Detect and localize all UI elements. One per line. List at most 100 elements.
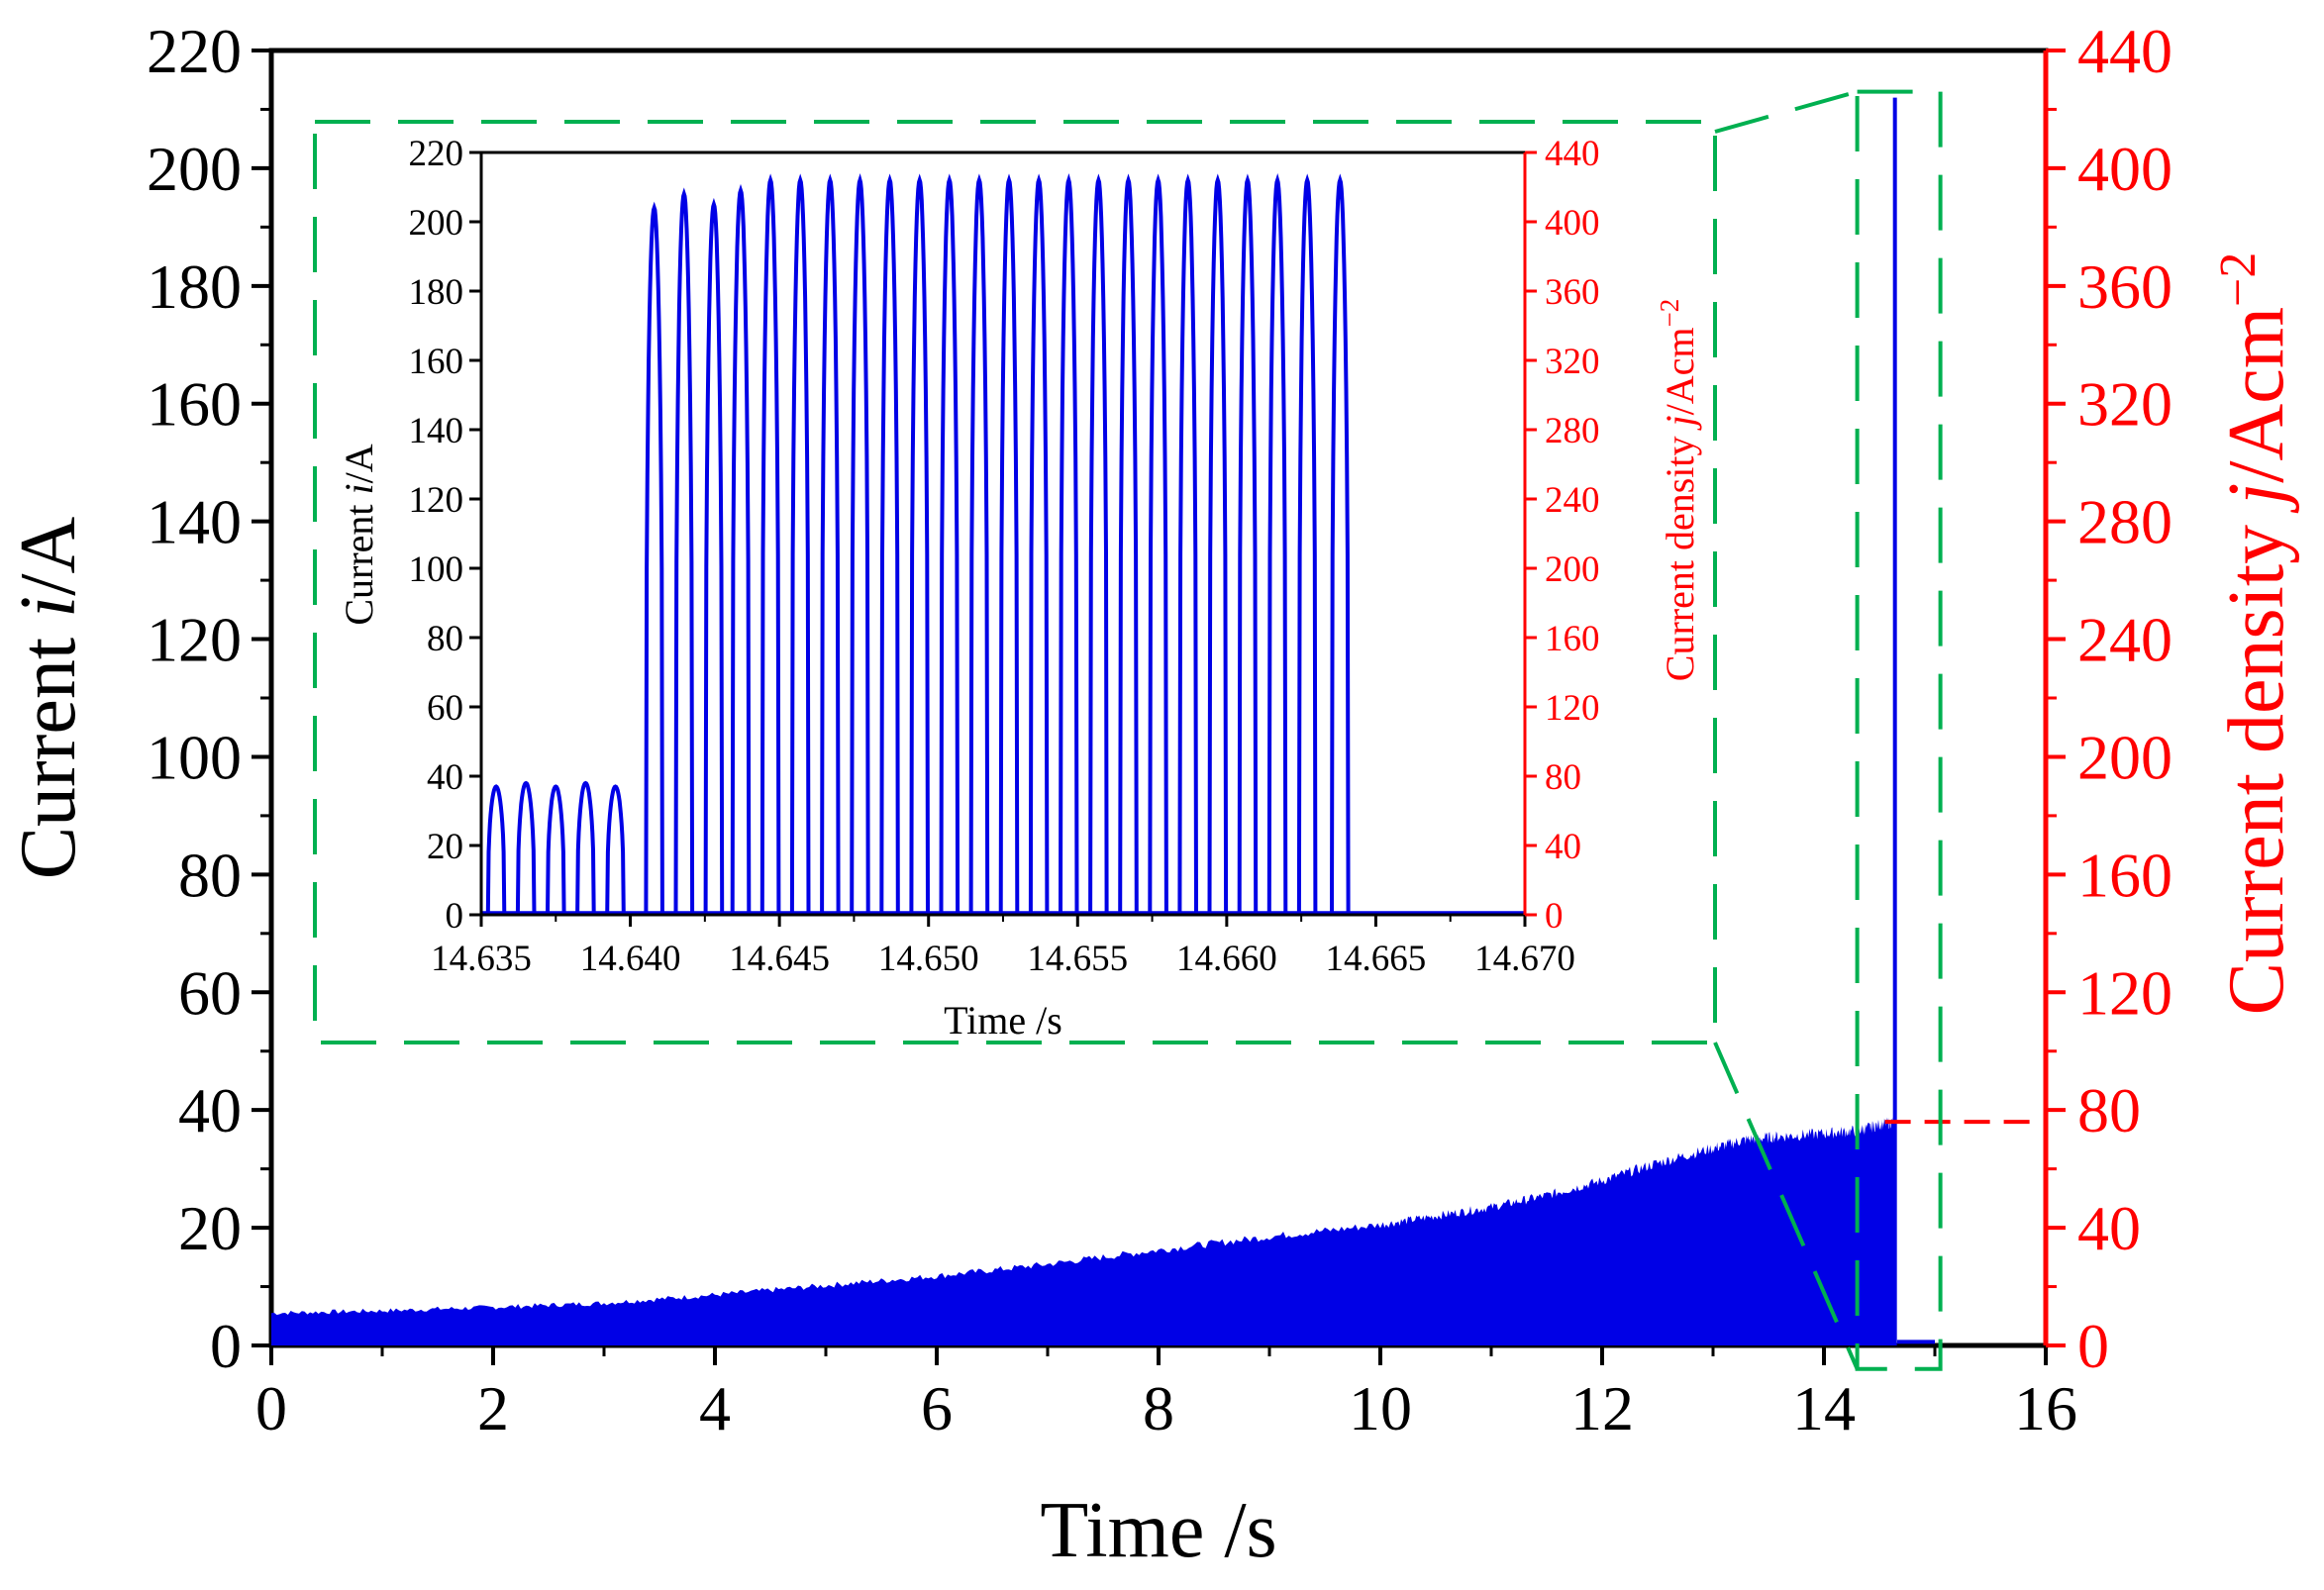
main-x-tick-label: 14	[1792, 1373, 1856, 1443]
main-right-y-tick-label: 240	[2077, 605, 2172, 675]
inset-left-y-tick-label: 160	[409, 342, 464, 382]
inset-right-y-axis: 0 40 80 120 160 200 240 280 320 360 400 440	[1525, 134, 1600, 937]
inset-left-y-tick-label: 80	[427, 619, 463, 659]
main-left-y-tick-label: 160	[147, 369, 242, 440]
inset-pulse	[703, 197, 725, 916]
inset-x-axis-label: Time /s	[944, 998, 1062, 1043]
inset-right-y-tick-label: 400	[1545, 203, 1600, 244]
main-left-y-tick-label: 20	[178, 1193, 242, 1263]
inset-pulse	[879, 173, 900, 916]
inset-left-y-axis-label: Current i/A	[337, 444, 381, 625]
inset-right-y-tick-label: 80	[1545, 757, 1581, 798]
inset-pulse	[998, 173, 1020, 916]
inset-pulse	[515, 780, 537, 916]
inset-pulse	[1028, 173, 1050, 916]
inset-left-y-tick-label: 20	[427, 827, 463, 867]
main-left-y-tick-label: 140	[147, 487, 242, 557]
inset-left-y-tick-label: 60	[427, 688, 463, 729]
inset-left-y-tick-label: 180	[409, 272, 464, 313]
main-x-axis: 0 2 4 6 8 10 12 14 16	[255, 1345, 2077, 1443]
main-right-y-tick-label: 200	[2077, 722, 2172, 792]
inset-left-y-axis: 0 20 40 60 80 100 120 140 160 180 200 220	[409, 134, 481, 937]
main-left-y-tick-label: 0	[210, 1311, 242, 1381]
main-right-y-axis-label: Current density j/Acm−2	[2210, 252, 2301, 1016]
inset-pulses	[481, 172, 1525, 916]
inset-right-y-tick-label: 120	[1545, 688, 1600, 729]
main-x-tick-label: 4	[699, 1373, 731, 1443]
main-left-y-tick-label: 60	[178, 957, 242, 1028]
inset-right-y-tick-label: 320	[1545, 342, 1600, 382]
inset-pulse	[1059, 172, 1079, 916]
inset-left-y-tick-label: 220	[409, 134, 464, 174]
inset-pulse	[759, 173, 781, 916]
inset-x-axis: 14.635 14.640 14.645 14.650 14.655 14.660 14.6…	[431, 915, 1575, 979]
inset-left-y-tick-label: 200	[409, 203, 464, 244]
main-right-y-axis: 0 40 80 120 160 200 240 280 320 360 400 440	[2046, 16, 2172, 1381]
inset-left-y-tick-label: 120	[409, 480, 464, 521]
inset-pulse	[575, 780, 596, 916]
main-x-tick-label: 16	[2014, 1373, 2077, 1443]
main-right-y-tick-label: 360	[2077, 251, 2172, 322]
main-chart: 0 2 4 6 8 10 12 14 16 0 20 40 60 80 100 120 140 160 180 20…	[5, 16, 2300, 1574]
inset-pulse	[1296, 173, 1318, 916]
inset-pulse	[939, 173, 960, 916]
inset-x-tick-label: 14.645	[729, 939, 830, 979]
main-right-y-tick-label: 280	[2077, 487, 2172, 557]
inset-x-tick-label: 14.660	[1176, 939, 1277, 979]
zoom-connector-bottom	[1713, 1042, 1860, 1370]
inset-right-y-tick-label: 240	[1545, 480, 1600, 521]
inset-chart: 14.635 14.640 14.645 14.650 14.655 14.660 14.6…	[313, 120, 1717, 1044]
inset-pulse	[1177, 173, 1198, 916]
inset-right-y-tick-label: 0	[1545, 896, 1564, 937]
main-right-y-tick-label: 320	[2077, 369, 2172, 440]
inset-x-tick-label: 14.635	[431, 939, 532, 979]
main-x-tick-label: 0	[255, 1373, 287, 1443]
zoom-region-box	[1855, 89, 1943, 1371]
inset-right-y-tick-label: 280	[1545, 411, 1600, 451]
inset-pulse	[644, 201, 664, 916]
inset-pulse	[673, 187, 695, 916]
inset-pulse	[1207, 173, 1229, 916]
main-right-y-tick-label: 440	[2077, 16, 2172, 86]
inset-pulse	[485, 784, 507, 916]
main-left-y-axis: 0 20 40 60 80 100 120 140 160 180 200 220	[147, 16, 271, 1381]
inset-pulse	[820, 173, 841, 916]
inset-x-tick-label: 14.640	[580, 939, 681, 979]
inset-pulse	[546, 784, 566, 916]
main-x-axis-label: Time /s	[1040, 1487, 1276, 1574]
main-x-tick-label: 8	[1143, 1373, 1174, 1443]
inset-x-tick-label: 14.650	[878, 939, 979, 979]
main-x-tick-label: 12	[1570, 1373, 1634, 1443]
inset-pulse	[789, 173, 811, 916]
zoom-connector-top	[1714, 89, 1859, 134]
inset-left-y-tick-label: 40	[427, 757, 463, 798]
main-left-y-tick-label: 80	[178, 840, 242, 910]
main-left-y-tick-label: 200	[147, 134, 242, 204]
inset-x-tick-label: 14.670	[1474, 939, 1575, 979]
inset-right-y-tick-label: 200	[1545, 549, 1600, 590]
inset-pulse	[968, 173, 990, 916]
main-area-layer	[271, 97, 1935, 1345]
main-right-y-tick-label: 80	[2077, 1075, 2141, 1145]
inset-pulse	[1266, 172, 1288, 916]
inset-zoom-frame	[313, 120, 1717, 1044]
main-x-tick-label: 2	[477, 1373, 509, 1443]
main-right-y-tick-label: 400	[2077, 134, 2172, 204]
inset-pulse	[850, 172, 870, 916]
inset-right-y-axis-label: Current density j/Acm−2	[1655, 299, 1702, 681]
main-left-y-tick-label: 120	[147, 605, 242, 675]
inset-pulse	[1118, 173, 1139, 916]
main-left-y-tick-label: 180	[147, 251, 242, 322]
inset-left-y-tick-label: 100	[409, 549, 464, 590]
inset-pulse	[605, 784, 626, 916]
inset-right-y-tick-label: 160	[1545, 619, 1600, 659]
main-right-y-tick-label: 40	[2077, 1193, 2141, 1263]
main-left-y-tick-label: 40	[178, 1075, 242, 1145]
main-left-y-tick-label: 100	[147, 722, 242, 792]
main-right-y-tick-label: 0	[2077, 1311, 2109, 1381]
main-x-tick-label: 6	[921, 1373, 953, 1443]
inset-x-tick-label: 14.665	[1326, 939, 1427, 979]
inset-pulse	[1088, 173, 1109, 916]
main-left-y-tick-label: 220	[147, 16, 242, 86]
